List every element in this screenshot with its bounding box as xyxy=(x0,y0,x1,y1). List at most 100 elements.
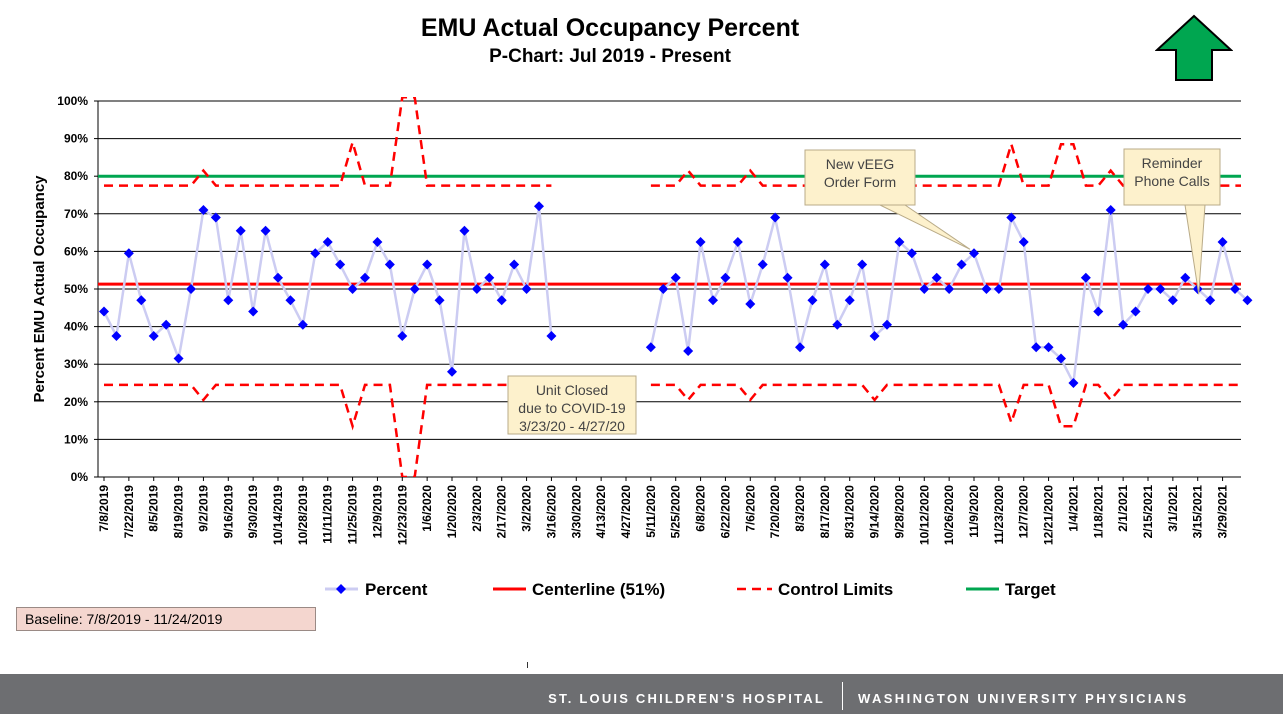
percent-point xyxy=(1068,378,1079,388)
percent-point xyxy=(111,331,122,341)
covid-closure-note-text: Unit Closed xyxy=(536,382,608,398)
percent-point xyxy=(944,284,955,294)
x-tick-label: 11/23/2020 xyxy=(992,485,1006,545)
y-tick-label: 50% xyxy=(64,282,88,296)
x-tick-label: 11/11/2019 xyxy=(321,485,335,544)
x-tick-label: 12/23/2019 xyxy=(395,485,409,545)
x-tick-label: 2/15/2021 xyxy=(1141,485,1155,539)
percent-point xyxy=(434,295,445,306)
percent-point xyxy=(819,259,830,270)
percent-point xyxy=(1205,295,1216,306)
percent-point xyxy=(1105,205,1116,216)
percent-point xyxy=(807,295,818,306)
legend-centerline-label: Centerline (51%) xyxy=(532,580,665,599)
x-tick-label: 7/20/2020 xyxy=(768,485,782,539)
x-tick-label: 8/3/2020 xyxy=(793,485,807,532)
percent-point xyxy=(906,248,917,259)
percent-point xyxy=(720,272,731,283)
legend-target-label: Target xyxy=(1005,580,1056,599)
x-tick-label: 11/25/2019 xyxy=(346,485,360,545)
x-tick-label: 6/8/2020 xyxy=(694,485,708,532)
percent-point xyxy=(1230,284,1240,294)
footer-bar: ST. LOUIS CHILDREN'S HOSPITAL WASHINGTON… xyxy=(0,674,1283,714)
percent-point xyxy=(1006,212,1017,223)
x-tick-label: 1/20/2020 xyxy=(445,485,459,539)
reminder-calls-note-text: Reminder xyxy=(1142,155,1203,171)
percent-point xyxy=(161,319,172,330)
y-axis-ticks: 0% 10% 20% 30% 40% 50% 60% 70% 80% 90% 100% xyxy=(57,94,88,484)
x-tick-label: 3/16/2020 xyxy=(544,485,558,539)
x-axis-ticks: 7/8/2019 7/22/2019 8/5/2019 8/19/2019 9/2/20… xyxy=(97,477,1230,545)
chart-title: EMU Actual Occupancy Percent xyxy=(420,14,800,42)
x-tick-label: 6/22/2020 xyxy=(718,485,732,539)
percent-point xyxy=(1143,284,1153,294)
percent-point xyxy=(198,205,209,216)
reminder-calls-note-box xyxy=(1123,148,1221,206)
percent-point xyxy=(832,319,843,330)
percent-point xyxy=(347,284,358,294)
y-tick-label: 60% xyxy=(64,244,88,258)
footer-physicians-name: WASHINGTON UNIVERSITY PHYSICIANS xyxy=(858,691,1189,706)
slide-mark xyxy=(527,662,528,668)
percent-point xyxy=(1155,284,1166,294)
percent-point xyxy=(521,284,532,294)
x-tick-label: 1/18/2021 xyxy=(1091,485,1105,539)
percent-point xyxy=(297,319,308,330)
legend-percent-label: Percent xyxy=(365,580,428,599)
percent-point xyxy=(471,284,482,294)
x-tick-label: 3/29/2021 xyxy=(1216,485,1230,539)
percent-point xyxy=(273,272,283,283)
percent-point xyxy=(695,237,706,247)
percent-point xyxy=(360,272,370,283)
percent-point xyxy=(260,225,271,236)
percent-point xyxy=(534,201,544,212)
veeg-order-note-text: New vEEG xyxy=(826,156,894,172)
percent-point xyxy=(931,272,942,283)
percent-point xyxy=(496,295,507,306)
x-tick-label: 3/15/2021 xyxy=(1191,485,1205,539)
percent-point xyxy=(322,237,333,247)
covid-closure-note-text: due to COVID-19 xyxy=(518,400,626,416)
percent-point xyxy=(645,342,656,353)
veeg-order-note-pointer xyxy=(879,204,971,250)
chart-subtitle: P-Chart: Jul 2019 - Present xyxy=(489,46,731,67)
x-tick-label: 7/22/2019 xyxy=(122,485,136,539)
footer-hospital-name: ST. LOUIS CHILDREN'S HOSPITAL xyxy=(548,691,825,706)
percent-point xyxy=(148,331,159,341)
percent-point xyxy=(459,225,470,236)
baseline-note: Baseline: 7/8/2019 - 11/24/2019 xyxy=(16,607,316,631)
x-tick-label: 4/27/2020 xyxy=(619,485,633,539)
legend-control-limits-label: Control Limits xyxy=(778,580,893,599)
percent-point xyxy=(894,237,905,247)
percent-point xyxy=(409,284,420,294)
y-tick-label: 90% xyxy=(64,132,88,146)
percent-point xyxy=(708,295,718,306)
x-tick-label: 7/8/2019 xyxy=(97,485,111,532)
x-tick-label: 11/9/2020 xyxy=(967,485,981,538)
percent-point xyxy=(857,259,868,270)
percent-point xyxy=(1093,306,1104,317)
lower-control-limit xyxy=(104,383,1241,477)
y-tick-label: 20% xyxy=(64,395,88,409)
percent-point xyxy=(882,319,892,330)
covid-closure-note-box xyxy=(507,375,637,435)
percent-point xyxy=(956,259,967,270)
x-tick-label: 10/12/2020 xyxy=(917,485,931,545)
x-tick-label: 12/7/2020 xyxy=(1017,485,1031,539)
percent-point xyxy=(770,212,781,223)
x-tick-label: 3/2/2020 xyxy=(520,485,534,532)
percent-point xyxy=(310,248,321,259)
y-tick-label: 80% xyxy=(64,169,88,183)
covid-closure-note-text: 3/23/20 - 4/27/20 xyxy=(519,418,625,434)
percent-point xyxy=(1043,342,1054,353)
veeg-order-note-text: Order Form xyxy=(824,174,896,190)
percent-point xyxy=(248,306,259,317)
x-tick-label: 9/30/2019 xyxy=(246,485,260,539)
x-tick-label: 3/1/2021 xyxy=(1166,485,1180,532)
x-tick-label: 8/5/2019 xyxy=(147,485,161,532)
percent-point xyxy=(745,299,756,310)
series-lines xyxy=(98,97,1249,477)
x-tick-label: 10/26/2020 xyxy=(942,485,956,545)
percent-point xyxy=(285,295,296,306)
percent-point xyxy=(546,331,557,341)
